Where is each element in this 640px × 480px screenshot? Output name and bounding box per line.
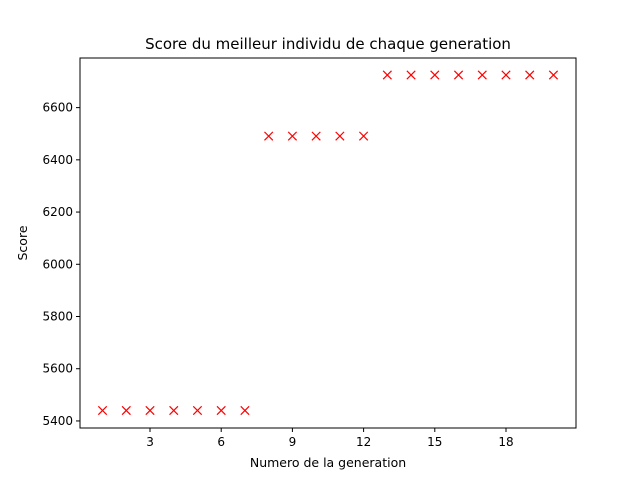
data-point <box>430 70 440 80</box>
data-point <box>287 131 298 141</box>
data-point <box>145 405 155 416</box>
data-point <box>501 70 511 80</box>
x-tick-label: 3 <box>146 435 154 449</box>
y-tick-label: 6200 <box>42 205 73 219</box>
data-point <box>192 405 203 416</box>
x-tick-label: 15 <box>427 435 442 449</box>
chart-title: Score du meilleur individu de chaque gen… <box>145 35 511 53</box>
y-tick-label: 5600 <box>42 362 73 376</box>
data-point <box>358 131 369 141</box>
y-tick-label: 5800 <box>42 310 73 324</box>
y-axis: 5400 5600 5800 6000 6200 6400 6600 <box>42 101 80 428</box>
axes-frame <box>79 57 577 429</box>
y-tick-label: 6000 <box>42 257 73 271</box>
data-point <box>311 131 321 141</box>
data-point <box>382 70 392 80</box>
x-tick-label: 9 <box>289 435 297 449</box>
data-point <box>121 405 131 416</box>
x-axis-label: Numero de la generation <box>250 455 406 470</box>
y-tick-label: 6400 <box>42 153 73 167</box>
data-point <box>240 405 250 416</box>
data-point <box>548 70 559 80</box>
plot-area <box>97 70 559 416</box>
y-tick-label: 6600 <box>42 101 73 115</box>
x-axis: 3 6 9 12 15 18 <box>146 428 514 449</box>
x-tick-label: 18 <box>498 435 513 449</box>
data-point <box>335 131 345 141</box>
data-point <box>453 70 464 80</box>
data-point <box>216 405 226 416</box>
data-point <box>477 70 487 80</box>
y-axis-label: Score <box>15 225 30 260</box>
data-point <box>97 405 108 416</box>
data-point <box>525 70 535 80</box>
data-point <box>264 131 274 141</box>
x-tick-label: 12 <box>356 435 371 449</box>
data-point <box>406 70 416 80</box>
data-point <box>169 405 179 416</box>
y-tick-label: 5400 <box>42 414 73 428</box>
x-tick-label: 6 <box>217 435 225 449</box>
